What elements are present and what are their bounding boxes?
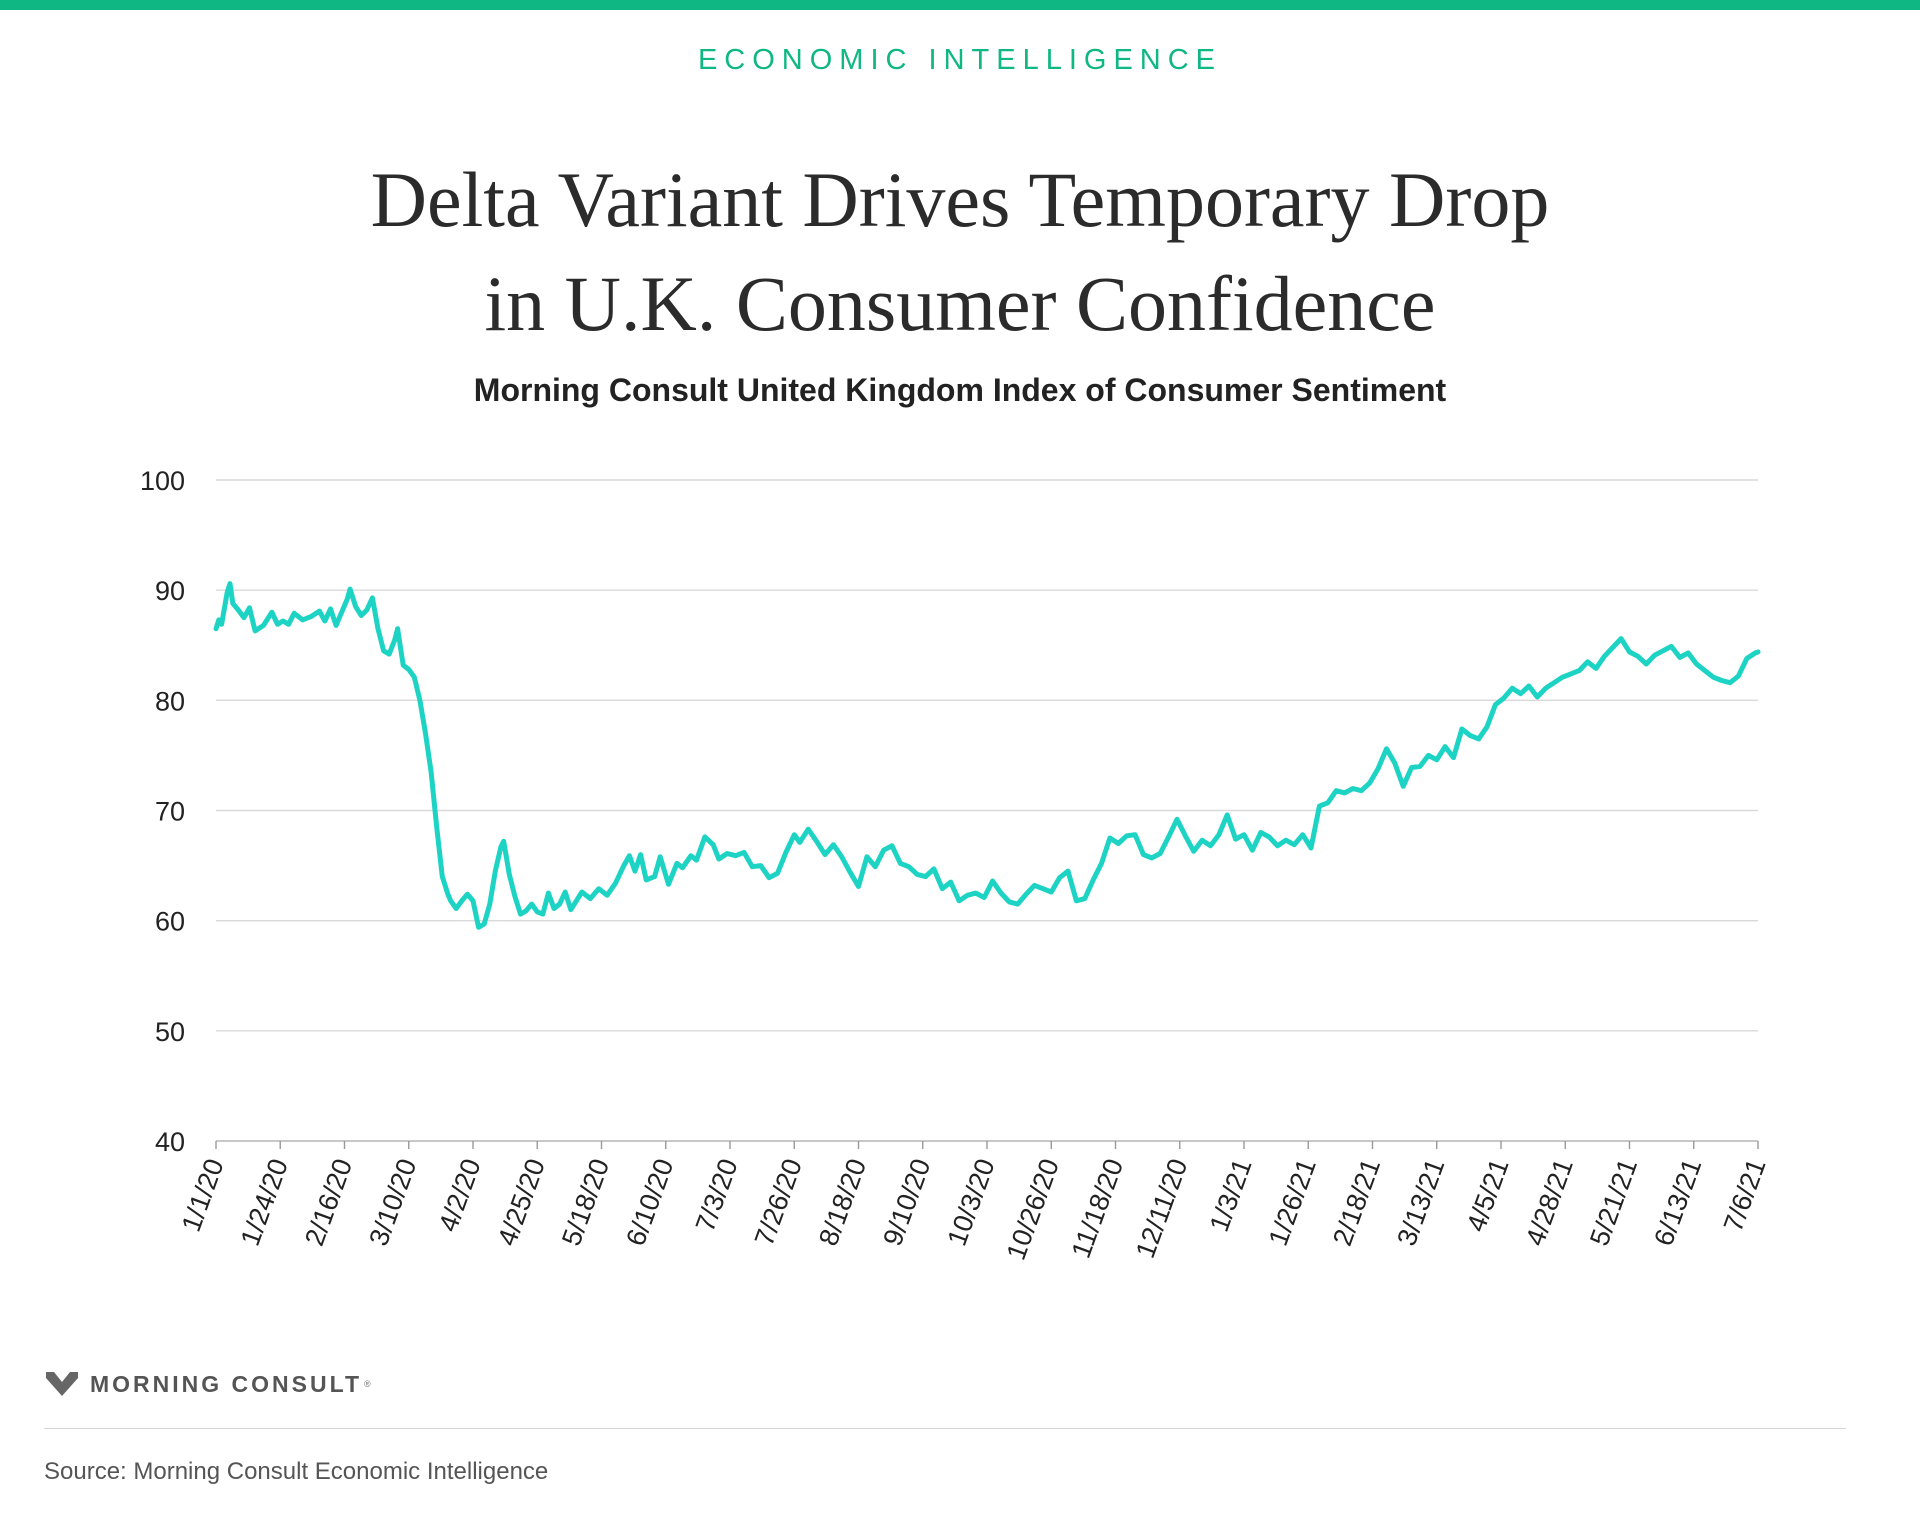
- footer-divider: [44, 1428, 1846, 1429]
- x-tick-label: 3/10/20: [363, 1155, 422, 1250]
- x-tick-label: 5/18/20: [556, 1155, 615, 1250]
- y-tick-label: 50: [155, 1017, 185, 1047]
- y-tick-label: 40: [155, 1127, 185, 1157]
- x-tick-label: 4/25/20: [492, 1155, 551, 1250]
- chart-headline: Delta Variant Drives Temporary Drop in U…: [0, 148, 1920, 356]
- x-tick-label: 8/18/20: [813, 1155, 872, 1250]
- x-tick-label: 1/26/21: [1263, 1155, 1322, 1250]
- top-accent-bar: [0, 0, 1920, 10]
- x-tick-label: 6/13/21: [1648, 1155, 1707, 1250]
- x-tick-label: 10/26/20: [1001, 1155, 1065, 1264]
- y-tick-label: 80: [155, 686, 185, 716]
- x-axis: 1/1/20 1/24/20 2/16/20 3/10/20 4/2/20 4/25/20…: [176, 1140, 1772, 1264]
- y-tick-label: 90: [155, 576, 185, 606]
- x-tick-label: 9/10/20: [877, 1155, 936, 1250]
- trademark-mark: ®: [364, 1379, 371, 1389]
- morning-consult-mark-icon: [46, 1372, 78, 1396]
- headline-line-2: in U.K. Consumer Confidence: [484, 260, 1436, 347]
- x-tick-label: 4/5/21: [1461, 1155, 1515, 1236]
- x-tick-label: 10/3/20: [942, 1155, 1001, 1250]
- x-tick-label: 1/3/21: [1204, 1155, 1258, 1236]
- brand-logo-text: MORNING CONSULT: [90, 1370, 363, 1397]
- x-tick-label: 12/11/20: [1130, 1155, 1193, 1262]
- x-tick-label: 11/18/20: [1066, 1155, 1129, 1262]
- line-chart: 40 50 60 70 80 90 100 1/1/20 1/24/20 2/16/20 3/10…: [140, 466, 1772, 1264]
- y-tick-label: 60: [155, 907, 185, 937]
- chart-subtitle: Morning Consult United Kingdom Index of …: [473, 372, 1447, 408]
- x-tick-label: 7/3/20: [690, 1155, 744, 1236]
- x-tick-label: 1/1/20: [176, 1155, 230, 1236]
- section-eyebrow: ECONOMIC INTELLIGENCE: [697, 44, 1223, 76]
- y-tick-label: 100: [140, 466, 185, 496]
- x-tick-label: 1/24/20: [235, 1155, 294, 1250]
- source-note: Source: Morning Consult Economic Intelli…: [44, 1458, 549, 1485]
- headline-line-1: Delta Variant Drives Temporary Drop: [370, 156, 1550, 243]
- gridlines: [216, 479, 1758, 1142]
- x-tick-label: 4/28/21: [1520, 1155, 1579, 1250]
- x-tick-label: 7/6/21: [1718, 1155, 1772, 1236]
- series-layer: [213, 581, 1761, 930]
- brand-logo: MORNING CONSULT ®: [46, 1364, 371, 1404]
- y-axis-labels: 40 50 60 70 80 90 100: [140, 466, 185, 1157]
- x-tick-label: 2/16/20: [299, 1155, 358, 1250]
- x-tick-label: 3/13/21: [1391, 1155, 1450, 1250]
- x-tick-label: 6/10/20: [620, 1155, 679, 1250]
- x-tick-label: 7/26/20: [749, 1155, 808, 1250]
- y-tick-label: 70: [155, 797, 185, 827]
- series-line-0: [213, 581, 1761, 930]
- x-tick-label: 4/2/20: [433, 1155, 487, 1236]
- x-tick-label: 5/21/21: [1584, 1155, 1643, 1250]
- x-tick-label: 2/18/21: [1327, 1155, 1386, 1250]
